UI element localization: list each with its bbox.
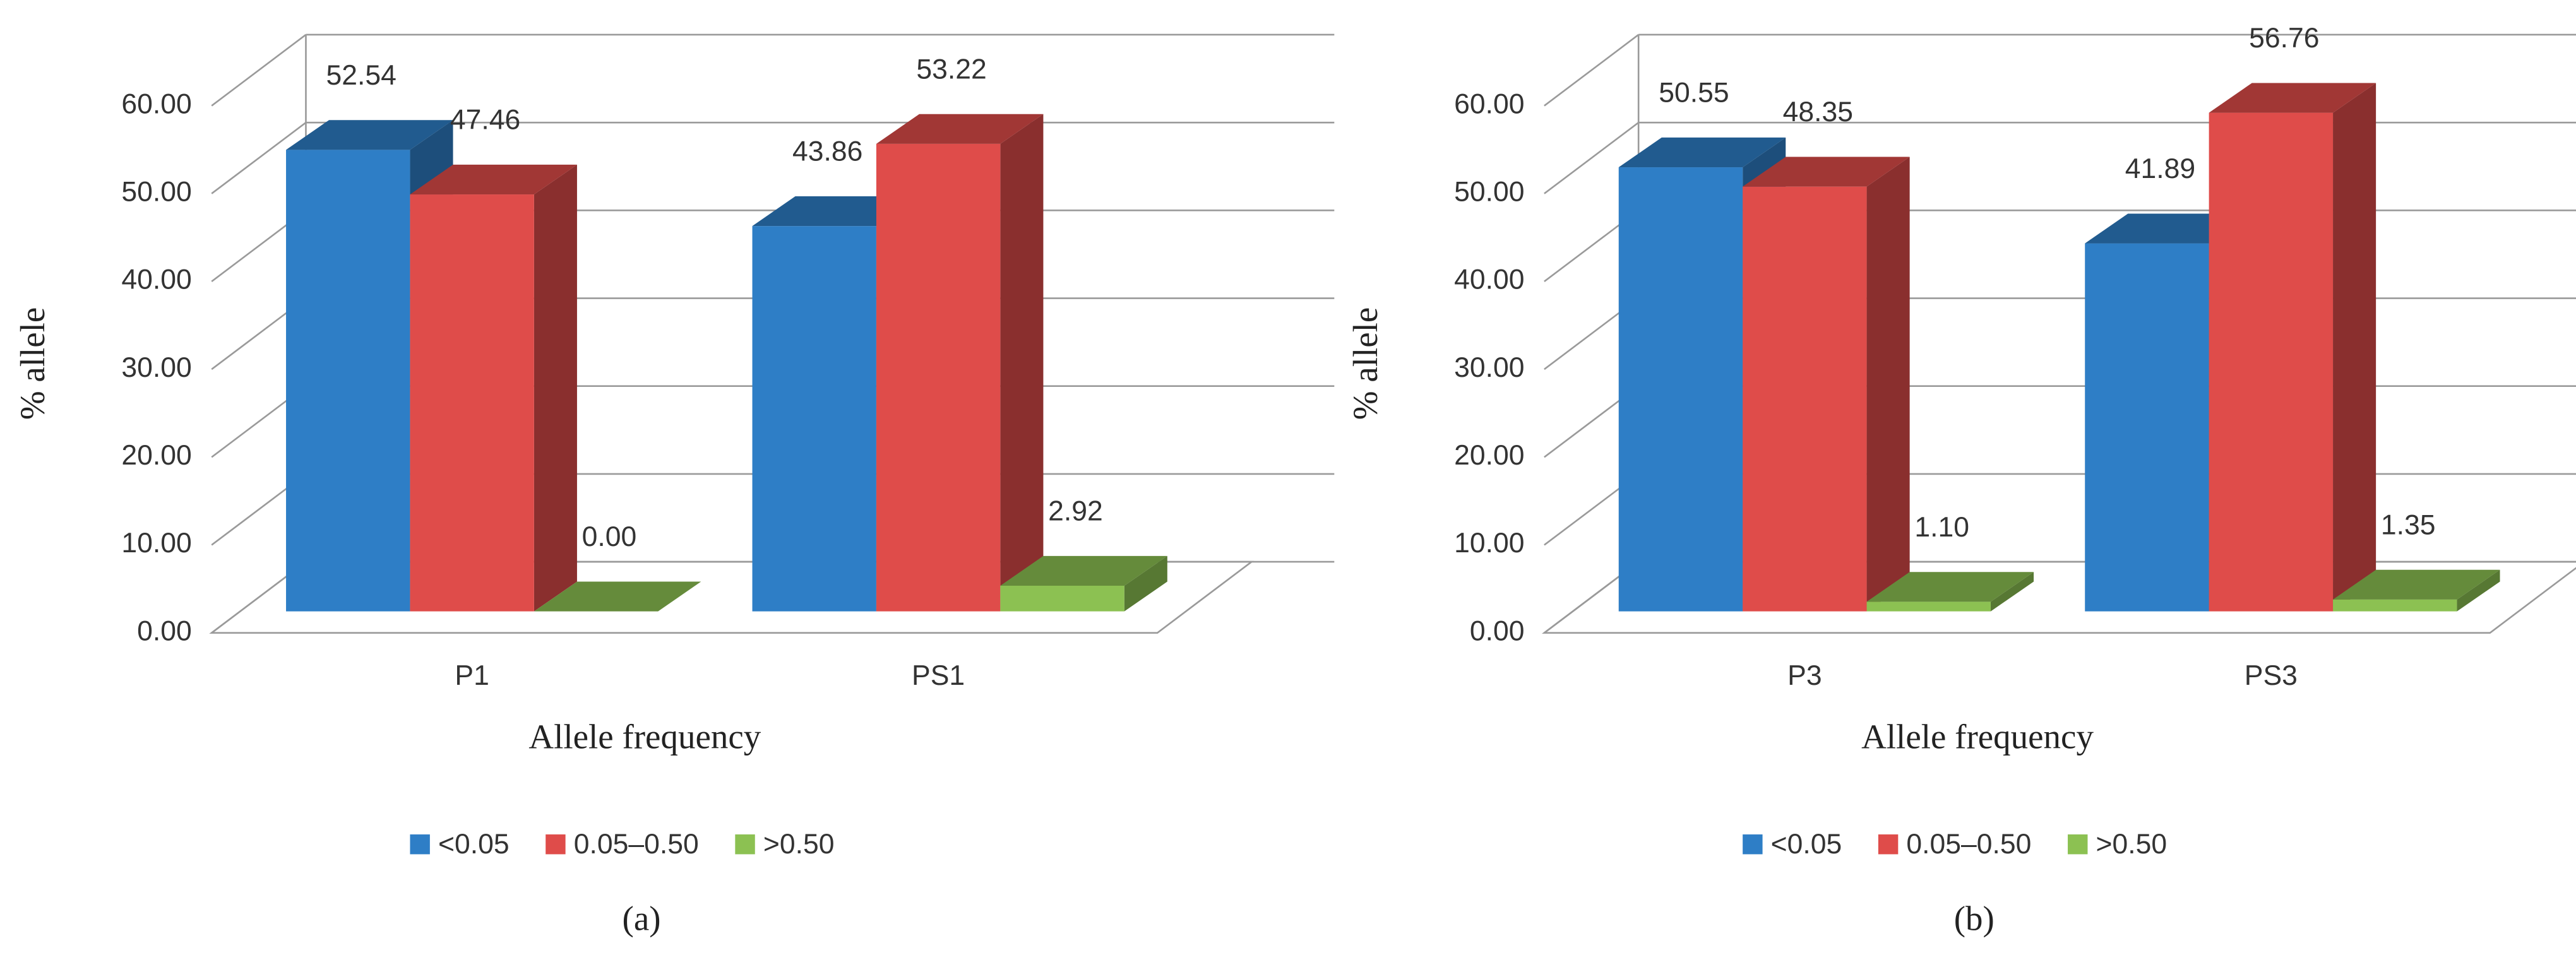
- legend-label: 0.05–0.50: [1906, 829, 2031, 860]
- y-tick-label: 10.00: [121, 528, 191, 559]
- x-axis-title: Allele frequency: [528, 717, 761, 756]
- value-label: 50.55: [1659, 78, 1729, 109]
- y-tick-label: 50.00: [1454, 176, 1524, 207]
- y-tick-label: 30.00: [121, 352, 191, 383]
- value-label: 53.22: [916, 54, 986, 85]
- bar-top: [876, 114, 1044, 144]
- y-tick-label: 40.00: [1454, 264, 1524, 295]
- value-label: 2.92: [1048, 496, 1103, 527]
- y-tick-label: 20.00: [121, 440, 191, 471]
- grid-line: [211, 122, 307, 194]
- bar: [2209, 112, 2334, 612]
- bar: [2333, 599, 2457, 612]
- bar-top: [286, 120, 453, 150]
- legend-label: <0.05: [1771, 829, 1842, 860]
- value-label: 41.89: [2125, 153, 2195, 184]
- grid-line: [211, 33, 307, 107]
- bar-side: [2333, 83, 2376, 612]
- value-label: 52.54: [326, 60, 397, 91]
- y-tick-label: 40.00: [121, 264, 191, 295]
- bar-top: [1743, 157, 1910, 187]
- value-label: 43.86: [792, 136, 862, 167]
- value-label: 47.46: [450, 105, 520, 136]
- y-tick-label: 30.00: [1454, 352, 1524, 383]
- legend-swatch: [1743, 834, 1763, 855]
- y-tick-label: 60.00: [1454, 88, 1524, 119]
- bar-side: [1990, 572, 2034, 612]
- bar: [1618, 167, 1743, 612]
- bar-top: [410, 164, 577, 195]
- value-label: 56.76: [2249, 23, 2319, 54]
- bar-top: [1618, 137, 1786, 168]
- bar: [2085, 243, 2209, 612]
- value-label: 1.10: [1914, 512, 1969, 543]
- legend-label: <0.05: [438, 829, 510, 860]
- bar-top: [1000, 555, 1167, 586]
- x-tick-label: P3: [1787, 660, 1822, 691]
- panel-label: (b): [1954, 899, 1995, 937]
- x-tick-label: PS3: [2245, 660, 2298, 691]
- legend-swatch: [410, 834, 430, 855]
- y-tick-label: 60.00: [121, 88, 191, 119]
- legend-swatch: [2068, 834, 2088, 855]
- bar-top: [1866, 572, 2034, 602]
- legend-swatch: [1878, 834, 1899, 855]
- bar-side: [534, 164, 577, 612]
- y-tick-label: 0.00: [137, 615, 192, 646]
- bar: [752, 226, 876, 612]
- bar: [1000, 585, 1124, 612]
- value-label: 48.35: [1783, 97, 1853, 127]
- y-axis-title: % allele: [1346, 307, 1385, 420]
- x-tick-label: PS1: [912, 660, 965, 691]
- bar: [1866, 601, 1991, 612]
- bar: [286, 150, 410, 612]
- y-tick-label: 20.00: [1454, 440, 1524, 471]
- bar-top: [534, 581, 701, 612]
- y-tick-label: 0.00: [1470, 615, 1525, 646]
- value-label: 0.00: [582, 521, 637, 552]
- legend-label: >0.50: [763, 829, 835, 860]
- bar: [876, 143, 1001, 612]
- bar-side: [1000, 114, 1044, 612]
- legend-label: >0.50: [2096, 829, 2168, 860]
- grid-line: [1544, 122, 1639, 194]
- bar-side: [1866, 157, 1910, 612]
- bar-top: [2333, 569, 2500, 600]
- grid-line: [1544, 33, 1639, 107]
- legend-swatch: [735, 834, 755, 855]
- x-tick-label: P1: [455, 660, 489, 691]
- y-tick-label: 50.00: [121, 176, 191, 207]
- bar-side: [1124, 555, 1167, 612]
- y-axis-title: % allele: [13, 307, 52, 420]
- panel-label: (a): [623, 899, 661, 937]
- bar: [410, 194, 534, 612]
- value-label: 1.35: [2381, 509, 2436, 540]
- bar: [1743, 186, 1867, 612]
- x-axis-title: Allele frequency: [1861, 717, 2094, 756]
- legend-swatch: [546, 834, 566, 855]
- y-tick-label: 10.00: [1454, 528, 1524, 559]
- legend-label: 0.05–0.50: [574, 829, 699, 860]
- bar-side: [2457, 569, 2500, 612]
- bar-top: [2209, 83, 2376, 113]
